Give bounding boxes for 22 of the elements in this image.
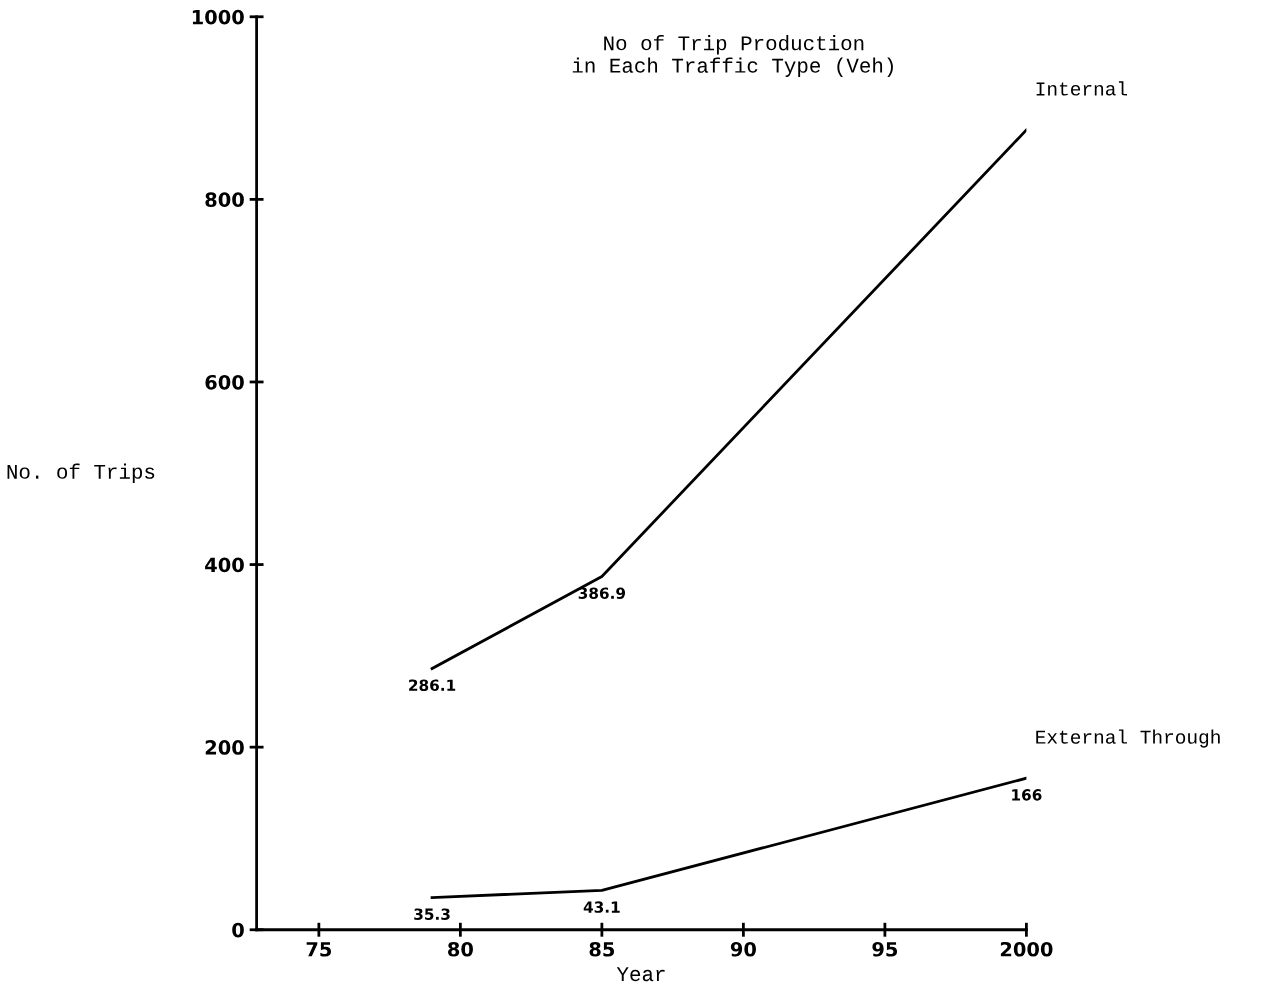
y-tick-label: 1000 <box>192 9 244 25</box>
series-label: Internal <box>1036 81 1128 96</box>
data-label: 35.3 <box>414 908 450 920</box>
data-label: 286.1 <box>409 679 456 691</box>
y-tick-label: 600 <box>205 374 244 390</box>
x-tick-label: 90 <box>730 941 756 957</box>
y-tick-label: 0 <box>232 922 244 938</box>
data-label: 386.9 <box>578 587 626 599</box>
data-label: 43.1 <box>583 901 620 913</box>
x-tick-label: 80 <box>448 941 473 957</box>
data-label: 166 <box>1012 789 1042 801</box>
x-tick-label: 95 <box>872 941 898 957</box>
y-tick-label: 400 <box>205 557 244 573</box>
y-tick-label: 800 <box>205 192 244 208</box>
x-tick-label: 85 <box>589 941 615 957</box>
x-tick-label: 2000 <box>1000 941 1053 957</box>
x-axis-title: Year <box>616 967 665 982</box>
y-tick-label: 200 <box>205 740 244 755</box>
text: No of Trip Production in Each Traffic Type (Veh) <box>572 35 893 77</box>
y-axis-title: No. of Trips <box>7 463 155 483</box>
x-tick-label: 75 <box>306 942 332 957</box>
series-label: External Through <box>1036 729 1220 748</box>
